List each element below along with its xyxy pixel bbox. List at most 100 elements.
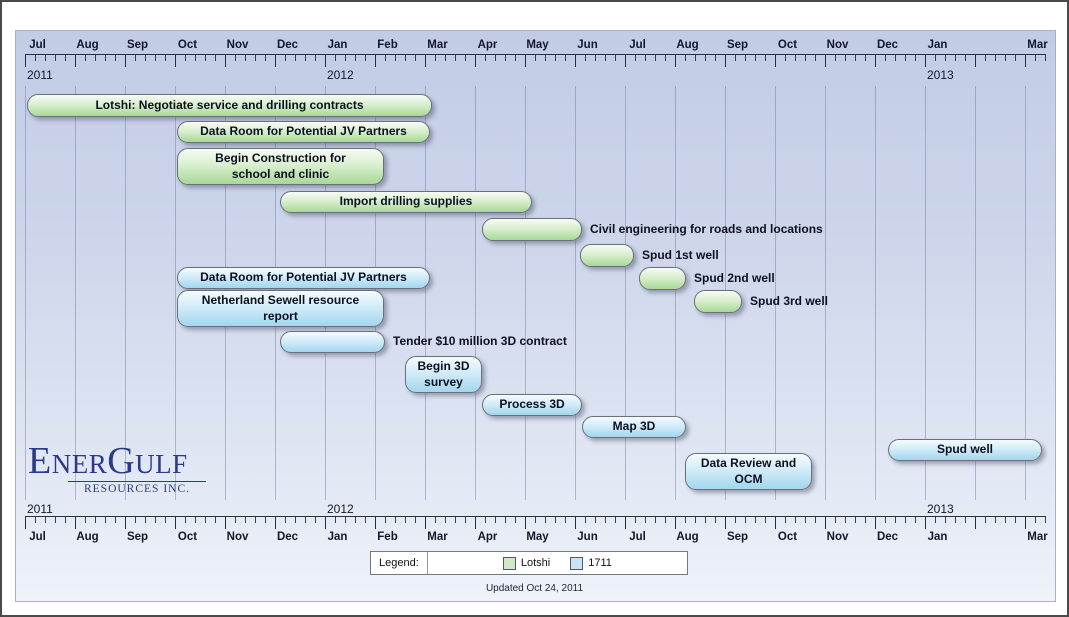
month-gridline: [975, 86, 976, 500]
top-year-row: 2011 2012 2013: [2, 68, 1067, 82]
month-label-jul: Jul: [629, 39, 646, 51]
month-tick: [575, 517, 576, 529]
month-label-dec: Dec: [276, 531, 299, 543]
month-tick: [675, 517, 676, 529]
task-bar-begin-3d-survey: Begin 3D survey: [405, 356, 482, 393]
month-tick: [925, 55, 926, 67]
task-bar-tender-3d-contract: Tender $10 million 3D contract: [280, 331, 567, 353]
month-tick: [75, 517, 76, 529]
month-tick: [725, 55, 726, 67]
year-label-2011: 2011: [27, 68, 53, 82]
month-gridline: [625, 86, 626, 500]
month-tick: [575, 55, 576, 67]
month-label-mar: Mar: [1027, 39, 1048, 51]
logo-subtitle: RESOURCES INC.: [68, 481, 206, 495]
task-bar-school-clinic-construction: Begin Construction for school and clinic: [177, 148, 384, 185]
month-tick: [375, 55, 376, 67]
month-label-sep: Sep: [726, 39, 749, 51]
top-month-row: Jul Aug Sep Oct Nov Dec Jan Feb Mar Apr May Jun Jul A…: [2, 39, 1067, 53]
month-tick: [775, 517, 776, 529]
month-gridline: [675, 86, 676, 500]
month-tick: [875, 55, 876, 67]
logo-wordmark: ENERGULF: [28, 442, 218, 480]
month-label-dec: Dec: [276, 39, 299, 51]
month-gridline: [925, 86, 926, 500]
top-tick-strip: [25, 54, 1046, 67]
task-bar-map-3d: Map 3D: [582, 416, 686, 438]
month-label-jan: Jan: [927, 531, 948, 543]
month-label-oct: Oct: [177, 531, 198, 543]
month-tick: [425, 517, 426, 529]
month-tick: [1025, 517, 1026, 529]
task-bar-process-3d: Process 3D: [482, 394, 582, 416]
month-tick: [775, 55, 776, 67]
month-label-jun: Jun: [577, 531, 598, 543]
month-label-mar: Mar: [1027, 531, 1048, 543]
month-tick: [375, 517, 376, 529]
month-gridline: [175, 86, 176, 500]
month-label-apr: Apr: [477, 531, 498, 543]
month-label-nov: Nov: [826, 531, 849, 543]
month-tick: [625, 55, 626, 67]
month-tick: [425, 55, 426, 67]
task-bar-negotiate-contracts: Lotshi: Negotiate service and drilling c…: [27, 94, 432, 117]
month-label-jul: Jul: [29, 531, 46, 543]
month-tick: [875, 517, 876, 529]
month-tick: [75, 55, 76, 67]
month-label-feb: Feb: [377, 39, 398, 51]
legend: Legend: Lotshi 1711: [370, 551, 688, 575]
task-bar-spud-2nd-well: Spud 2nd well: [639, 267, 775, 290]
month-tick: [175, 55, 176, 67]
month-label-nov: Nov: [226, 39, 249, 51]
task-bar-netherland-sewell-report: Netherland Sewell resource report: [177, 290, 384, 327]
legend-label-lotshi: Lotshi: [520, 557, 551, 569]
month-label-jul: Jul: [629, 531, 646, 543]
month-label-nov: Nov: [226, 531, 249, 543]
month-label-mar: Mar: [427, 531, 448, 543]
blue-swatch-icon: [570, 556, 584, 570]
month-label-jul: Jul: [29, 39, 46, 51]
logo-text-ulf: ULF: [135, 449, 188, 479]
task-bar-spud-3rd-well: Spud 3rd well: [694, 290, 828, 313]
month-tick: [975, 55, 976, 67]
month-label-feb: Feb: [377, 531, 398, 543]
month-label-dec: Dec: [876, 531, 899, 543]
task-bar-civil-engineering: Civil engineering for roads and location…: [482, 218, 823, 241]
month-gridline: [525, 86, 526, 500]
year-label-2013: 2013: [927, 502, 954, 516]
month-gridline: [75, 86, 76, 500]
month-tick: [525, 517, 526, 529]
month-label-sep: Sep: [126, 39, 149, 51]
logo-letter-g: G: [107, 440, 136, 482]
month-gridline: [125, 86, 126, 500]
month-gridline: [425, 86, 426, 500]
legend-item-lotshi: Lotshi: [502, 556, 551, 570]
bottom-year-row: 2011 2012 2013: [2, 502, 1067, 516]
logo-letter-e: E: [28, 440, 52, 482]
updated-note: Updated Oct 24, 2011: [485, 583, 584, 594]
month-label-nov: Nov: [826, 39, 849, 51]
bottom-month-row: Jul Aug Sep Oct Nov Dec Jan Feb Mar Apr May Jun Jul A…: [2, 531, 1067, 545]
month-label-aug: Aug: [676, 39, 699, 51]
task-label-spud-3rd-well: Spud 3rd well: [750, 293, 829, 308]
year-label-2012: 2012: [327, 502, 354, 516]
month-tick: [925, 517, 926, 529]
energulf-logo: ENERGULF RESOURCES INC.: [28, 442, 218, 495]
month-tick: [325, 517, 326, 529]
month-label-may: May: [526, 531, 549, 543]
legend-items: Lotshi 1711: [428, 552, 687, 574]
task-bar-data-review-ocm: Data Review and OCM: [685, 453, 812, 490]
month-tick: [275, 55, 276, 67]
task-bar-spud-1st-well: Spud 1st well: [580, 244, 719, 267]
task-bar-data-room-jv-lotshi: Data Room for Potential JV Partners: [177, 121, 430, 143]
month-tick: [825, 55, 826, 67]
year-label-2012: 2012: [327, 68, 354, 82]
bottom-tick-strip: [25, 516, 1046, 529]
month-tick: [25, 517, 26, 529]
month-tick: [175, 517, 176, 529]
month-gridline: [825, 86, 826, 500]
month-gridline: [875, 86, 876, 500]
task-label-civil-engineering: Civil engineering for roads and location…: [590, 221, 823, 236]
month-label-may: May: [526, 39, 549, 51]
